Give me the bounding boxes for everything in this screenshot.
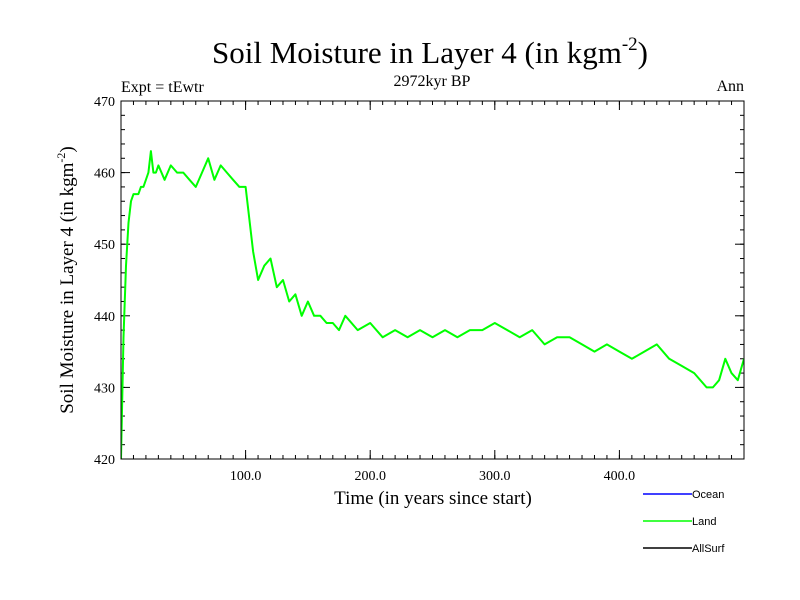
legend-label-allsurf: AllSurf (692, 543, 725, 555)
y-tick-label: 460 (94, 167, 115, 182)
x-tick-label: 200.0 (354, 469, 386, 484)
y-tick-label: 420 (94, 453, 115, 468)
plot-frame (120, 100, 745, 460)
x-tick-label: 100.0 (230, 469, 262, 484)
y-tick-label: 470 (94, 95, 115, 110)
y-tick-label: 450 (94, 238, 115, 253)
x-tick-label: 300.0 (479, 469, 511, 484)
chart-title: Soil Moisture in Layer 4 (in kgm-2) (212, 34, 648, 70)
x-axis-label: Time (in years since start) (334, 488, 532, 509)
series-line-land (121, 150, 744, 459)
y-axis-label-suffix: ) (57, 146, 78, 152)
axes: 100.0 200.0 300.0 400.0 420 430 440 450 460 470 (94, 95, 744, 484)
series-layer (121, 150, 744, 459)
y-axis-label: Soil Moisture in Layer 4 (in kgm-2) (54, 146, 78, 414)
y-axis-label-superscript: -2 (54, 153, 68, 163)
experiment-label: Expt = tEwtr (121, 79, 204, 96)
chart-title-superscript: -2 (622, 34, 638, 55)
legend-label-ocean: Ocean (692, 489, 724, 501)
chart-subtitle: 2972kyr BP (394, 73, 471, 90)
legend: Ocean Land AllSurf (643, 489, 725, 555)
season-label: Ann (716, 78, 744, 95)
y-tick-label: 440 (94, 310, 115, 325)
chart-title-suffix: ) (638, 35, 648, 70)
legend-label-land: Land (692, 516, 716, 528)
x-tick-label: 400.0 (604, 469, 636, 484)
y-tick-label: 430 (94, 381, 115, 396)
